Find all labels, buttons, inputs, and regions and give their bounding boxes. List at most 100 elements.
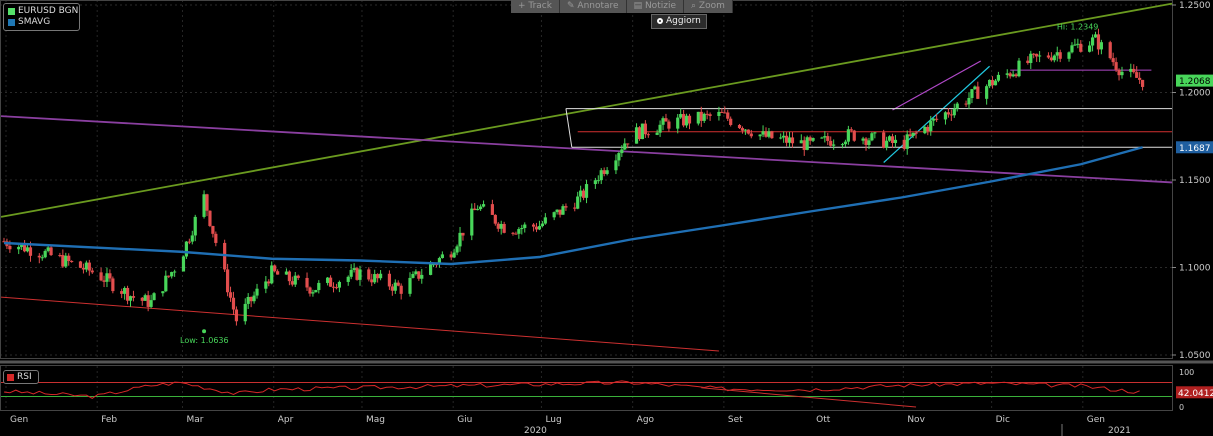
candle-down: [729, 118, 733, 125]
candle-up: [143, 295, 147, 301]
candle-up: [985, 86, 989, 99]
candle-down: [534, 226, 539, 230]
candle-down: [37, 255, 41, 258]
candle-up: [867, 140, 871, 145]
candle-up: [455, 246, 459, 253]
y-tick-label: 1.0500: [1179, 351, 1211, 361]
candle-up: [437, 258, 442, 265]
year-label-2021: 2021: [1108, 426, 1131, 436]
legend-item-smavg: SMAVG: [8, 17, 79, 28]
candle-down: [643, 123, 647, 135]
candle-up: [393, 282, 397, 291]
candle-down: [376, 274, 380, 279]
news-icon: ▤: [633, 1, 643, 11]
candle-up: [805, 137, 809, 150]
candle-up: [428, 264, 433, 275]
candlesticks: [2, 28, 1145, 326]
candle-down: [308, 287, 312, 294]
candle-down: [902, 139, 906, 149]
candle-up: [123, 287, 127, 294]
candle-down: [852, 130, 856, 141]
candle-up: [481, 204, 486, 207]
annotate-button[interactable]: ✎ Annotare: [560, 0, 627, 13]
news-button[interactable]: ▤ Notizie: [627, 0, 684, 13]
annotate-label: Annotare: [577, 1, 619, 11]
candle-down: [490, 204, 494, 215]
candle-down: [1008, 73, 1012, 77]
zoom-button[interactable]: ⌕ Zoom: [684, 0, 733, 13]
candle-up: [373, 274, 377, 283]
candle-down: [125, 287, 130, 301]
candle-up: [952, 108, 956, 116]
candle-down: [111, 278, 115, 292]
candle-down: [882, 132, 886, 148]
candle-up: [349, 269, 353, 277]
candle-up: [887, 136, 892, 141]
candle-down: [22, 244, 27, 252]
legend-label-eurusd: EURUSD BGN: [18, 6, 79, 16]
candle-up: [1090, 37, 1095, 46]
zoom-label: Zoom: [698, 1, 725, 11]
year-label-2020: 2020: [524, 426, 547, 436]
candle-down: [99, 272, 103, 281]
candle-up: [452, 252, 456, 258]
candle-up: [684, 115, 689, 126]
candle-up: [184, 241, 189, 257]
candle-down: [396, 282, 400, 286]
legend-label-smavg: SMAVG: [18, 17, 51, 27]
purple-downtrend-line: [1, 115, 1173, 184]
candle-up: [1011, 74, 1015, 77]
candle-down: [723, 112, 727, 114]
candle-up: [599, 170, 603, 181]
candle-down: [102, 280, 106, 282]
candle-up: [20, 244, 24, 247]
candle-down: [208, 210, 212, 226]
x-tick-label: Dic: [996, 415, 1010, 425]
candle-down: [511, 232, 515, 234]
track-label: Track: [528, 1, 552, 11]
candle-down: [461, 232, 465, 236]
candle-down: [108, 273, 112, 279]
candle-up: [640, 123, 645, 140]
candle-up: [420, 274, 424, 279]
track-button[interactable]: + Track: [511, 0, 560, 13]
candle-up: [955, 103, 959, 109]
y-tick-label: 1.1500: [1179, 176, 1211, 186]
candle-up: [561, 206, 565, 215]
trend-lines: [0, 2, 1173, 352]
candle-down: [990, 79, 995, 86]
candle-down: [131, 296, 136, 298]
candle-down: [1114, 62, 1118, 70]
candle-down: [167, 275, 171, 277]
candle-up: [846, 129, 850, 142]
candle-up: [346, 276, 350, 282]
candle-down: [826, 136, 830, 141]
candle-down: [558, 209, 562, 215]
candle-up: [970, 89, 974, 98]
candle-down: [581, 190, 586, 198]
candle-down: [228, 292, 233, 298]
candle-up: [25, 247, 30, 252]
candle-up: [893, 139, 898, 144]
candle-up: [843, 141, 848, 145]
candle-up: [264, 281, 268, 289]
candle-up: [943, 112, 948, 120]
candle-down: [784, 135, 789, 143]
legend-item-eurusd: EURUSD BGN: [8, 6, 79, 17]
candle-up: [152, 293, 156, 301]
candle-down: [187, 241, 191, 243]
candle-up: [782, 135, 786, 138]
candle-down: [331, 286, 336, 288]
candle-down: [449, 254, 453, 258]
candle-up: [623, 143, 627, 150]
candle-down: [1111, 58, 1115, 63]
candle-down: [78, 261, 83, 268]
candle-up: [311, 292, 315, 294]
candle-up: [161, 291, 165, 294]
refresh-button[interactable]: Aggiorn: [651, 14, 707, 29]
candle-up: [523, 224, 527, 229]
candle-down: [849, 129, 853, 131]
candle-up: [861, 138, 865, 141]
sma-polyline: [3, 146, 1143, 266]
